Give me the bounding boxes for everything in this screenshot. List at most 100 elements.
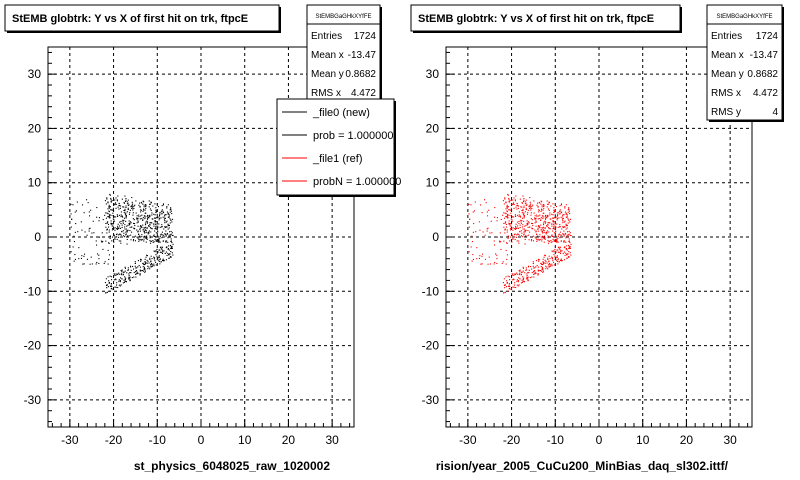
scatter-point bbox=[545, 265, 547, 267]
scatter-point bbox=[86, 234, 88, 236]
scatter-point bbox=[551, 225, 553, 227]
scatter-point bbox=[110, 276, 112, 278]
scatter-point bbox=[511, 220, 513, 222]
scatter-point bbox=[533, 200, 535, 202]
scatter-point bbox=[121, 269, 123, 271]
scatter-point bbox=[162, 260, 164, 262]
scatter-point bbox=[515, 223, 517, 225]
scatter-point bbox=[510, 225, 512, 227]
scatter-point bbox=[134, 271, 136, 273]
y-tick-label: 0 bbox=[432, 230, 439, 244]
scatter-point bbox=[494, 207, 496, 209]
scatter-point bbox=[558, 251, 560, 253]
scatter-point bbox=[136, 229, 138, 231]
scatter-point bbox=[109, 236, 111, 238]
scatter-point bbox=[169, 235, 171, 237]
scatter-point bbox=[540, 219, 542, 221]
scatter-point bbox=[167, 237, 169, 239]
scatter-point bbox=[144, 263, 146, 265]
scatter-point bbox=[114, 274, 116, 276]
scatter-point bbox=[513, 203, 515, 205]
scatter-point bbox=[165, 235, 167, 237]
scatter-point bbox=[502, 261, 504, 263]
scatter-point bbox=[526, 204, 528, 206]
scatter-point bbox=[504, 232, 506, 234]
scatter-point bbox=[530, 206, 532, 208]
scatter-point bbox=[559, 234, 561, 236]
scatter-point bbox=[561, 250, 563, 252]
scatter-point bbox=[104, 261, 106, 263]
scatter-point bbox=[533, 273, 535, 275]
x-tick-label: -30 bbox=[459, 433, 477, 447]
scatter-point bbox=[168, 214, 170, 216]
scatter-point bbox=[78, 258, 80, 260]
scatter-point bbox=[127, 229, 129, 231]
scatter-point bbox=[535, 225, 537, 227]
scatter-point bbox=[569, 242, 571, 244]
scatter-point bbox=[523, 234, 525, 236]
scatter-point bbox=[125, 198, 127, 200]
scatter-point bbox=[537, 226, 539, 228]
scatter-point bbox=[139, 273, 141, 275]
scatter-point bbox=[546, 231, 548, 233]
scatter-point bbox=[133, 239, 135, 241]
scatter-point bbox=[97, 253, 99, 255]
scatter-point bbox=[556, 255, 558, 257]
scatter-point bbox=[527, 230, 529, 232]
scatter-point bbox=[540, 200, 542, 202]
scatter-point bbox=[557, 249, 559, 251]
scatter-point bbox=[125, 217, 127, 219]
scatter-point bbox=[552, 260, 554, 262]
scatter-point bbox=[546, 266, 548, 268]
scatter-point bbox=[534, 229, 536, 231]
scatter-point bbox=[503, 222, 505, 224]
scatter-point bbox=[148, 225, 150, 227]
scatter-point bbox=[547, 237, 549, 239]
scatter-point bbox=[148, 232, 150, 234]
scatter-point bbox=[520, 219, 522, 221]
scatter-point bbox=[128, 274, 130, 276]
scatter-point bbox=[110, 222, 112, 224]
scatter-point bbox=[106, 228, 108, 230]
scatter-point bbox=[517, 273, 519, 275]
scatter-point bbox=[125, 216, 127, 218]
scatter-point bbox=[514, 284, 516, 286]
scatter-point bbox=[149, 237, 151, 239]
scatter-point bbox=[117, 215, 119, 217]
scatter-point bbox=[544, 227, 546, 229]
scatter-point bbox=[519, 272, 521, 274]
scatter-point bbox=[541, 208, 543, 210]
scatter-point bbox=[122, 271, 124, 273]
scatter-point bbox=[134, 261, 136, 263]
scatter-point bbox=[526, 223, 528, 225]
scatter-point bbox=[505, 202, 507, 204]
scatter-point bbox=[72, 246, 74, 248]
scatter-point bbox=[550, 241, 552, 243]
scatter-point bbox=[171, 242, 173, 244]
plot-title: StEMB globtrk: Y vs X of first hit on tr… bbox=[418, 13, 654, 25]
scatter-point bbox=[569, 234, 571, 236]
scatter-point bbox=[536, 238, 538, 240]
scatter-point bbox=[115, 216, 117, 218]
scatter-point bbox=[171, 247, 173, 249]
scatter-point bbox=[529, 277, 531, 279]
scatter-point bbox=[539, 214, 541, 216]
scatter-point bbox=[159, 247, 161, 249]
scatter-point bbox=[541, 227, 543, 229]
scatter-point bbox=[117, 225, 119, 227]
scatter-point bbox=[121, 274, 123, 276]
scatter-point bbox=[167, 228, 169, 230]
scatter-point bbox=[159, 249, 161, 251]
scatter-point bbox=[525, 269, 527, 271]
scatter-point bbox=[526, 213, 528, 215]
scatter-point bbox=[487, 227, 489, 229]
scatter-point bbox=[537, 269, 539, 271]
scatter-point bbox=[135, 200, 137, 202]
scatter-point bbox=[154, 220, 156, 222]
scatter-point bbox=[522, 279, 524, 281]
scatter-point bbox=[562, 217, 564, 219]
scatter-point bbox=[537, 273, 539, 275]
scatter-point bbox=[161, 231, 163, 233]
scatter-point bbox=[554, 239, 556, 241]
